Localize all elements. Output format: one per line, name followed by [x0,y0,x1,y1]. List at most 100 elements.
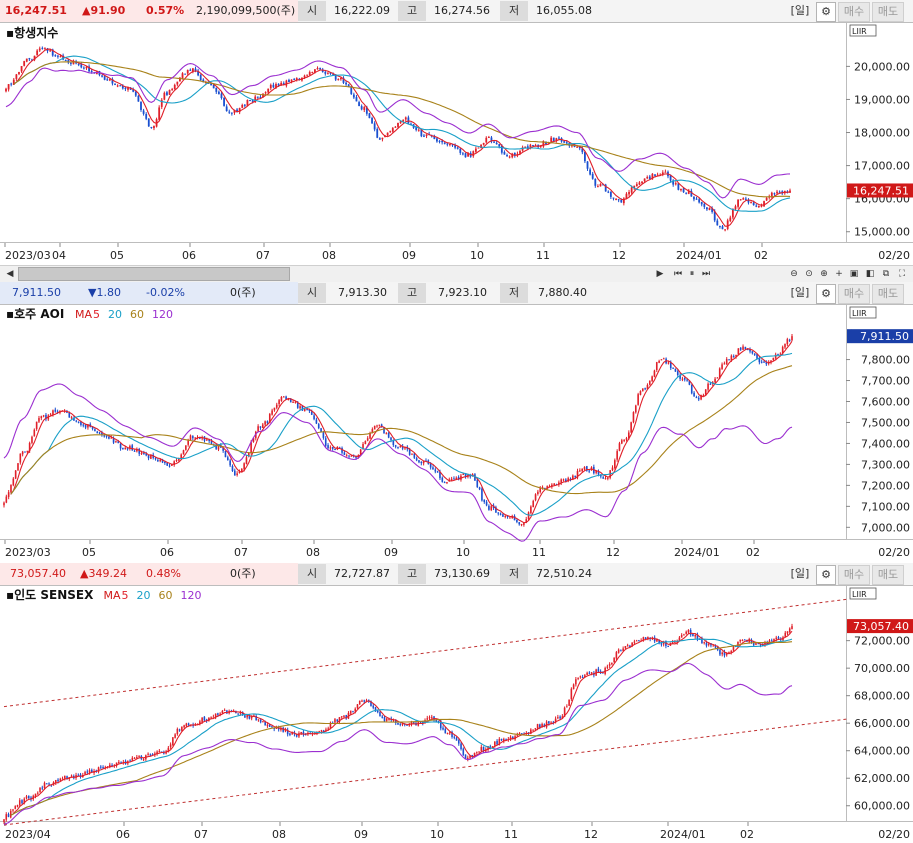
candle [730,649,733,655]
candle-body [62,55,65,60]
candle [363,105,366,113]
candle [399,120,402,124]
candle-body [334,74,337,80]
maximize-icon[interactable]: ⛶ [898,269,906,279]
candle-body [491,746,494,748]
pause-icon[interactable]: ⏸ [689,269,695,279]
candle-body [464,473,467,477]
scroll-thumb[interactable] [18,267,290,281]
candle [269,83,272,91]
candle-body [17,463,19,471]
candle [614,458,616,470]
candle [641,181,643,184]
candle-body [176,728,179,735]
first-icon[interactable]: ⏮ [673,269,683,279]
candle-body [693,392,695,397]
candle-body [202,79,205,83]
candle-body [329,722,332,729]
candle [502,513,504,517]
candle [572,683,575,690]
candle [649,637,651,642]
candle [588,671,591,675]
candle [173,83,176,90]
candle-body [674,642,676,644]
sell-button[interactable]: 매도 [872,2,904,22]
candle-body [653,370,656,377]
candle-body [391,128,394,132]
window-icon[interactable]: ⧉ [882,269,890,279]
candle [562,478,565,482]
candle-body [702,395,705,397]
zoom-in-icon[interactable]: ⊕ [820,269,828,279]
scroll-left-icon[interactable]: ◀ [6,269,14,279]
settings-icon[interactable]: ⚙ [816,2,836,22]
candle [212,714,215,718]
candle-body [381,137,384,140]
candle-body [250,442,252,453]
candle [770,638,773,642]
candle [481,486,483,502]
candle-body [84,771,86,775]
period-daily-button[interactable]: [일] [790,4,810,17]
candle-body [259,96,262,98]
candle-body [69,62,72,64]
candle-body [648,380,651,385]
price-chart[interactable]: ▪호주 AOI MA 5 20 60 120 LIIR7,800.007,700.007,6… [0,304,913,562]
buy-button[interactable]: 매수 [838,565,870,585]
candle-body [643,178,646,182]
candle-body [20,66,23,72]
candle-body [315,419,318,424]
candle-body [607,191,610,193]
chart-title: ▪인도 SENSEX [6,587,94,602]
candle-body [7,814,10,817]
sell-button[interactable]: 매도 [872,565,904,585]
last-icon[interactable]: ⏭ [701,269,711,279]
period-daily-button[interactable]: [일] [790,567,810,580]
candle-body [157,459,159,462]
zoom-out-icon[interactable]: ⊖ [790,269,798,279]
candle-body [488,505,490,510]
candle-body [115,762,118,766]
candle-body [268,414,271,424]
buy-button[interactable]: 매수 [838,2,870,22]
price-chart[interactable]: ▪항생지수 LIIR20,000.0019,000.0018,000.0017,0… [0,22,913,265]
settings-icon[interactable]: ⚙ [816,284,836,304]
settings-icon[interactable]: ⚙ [816,565,836,585]
candle-body [746,349,749,351]
candle-body [669,362,672,369]
candle-body [334,719,336,723]
candle [160,98,163,110]
period-daily-button[interactable]: [일] [790,286,810,299]
candle-body [299,406,301,409]
candle-body [367,699,370,701]
current-price: 16,247.51 [5,4,67,17]
chart-scrollbar[interactable]: ◀ ▶ ⏮ ⏸ ⏭ ⊖ ⊙ ⊕ + ▣ ◧ ⧉ ⛶ [0,265,913,283]
buy-button[interactable]: 매수 [838,284,870,304]
candle [690,383,693,395]
chart-type-icon[interactable]: ▣ [849,269,859,279]
candle-body [786,339,789,345]
ma-legend-label: MA [75,308,92,321]
candle-body [725,653,728,656]
candle-body [171,89,174,91]
candle-body [504,515,507,517]
candle-body [676,371,679,375]
high-label: 고 [398,564,426,584]
candle-body [39,787,41,793]
layout-icon[interactable]: ◧ [865,269,875,279]
zoom-reset-icon[interactable]: ⊙ [805,269,813,279]
crosshair-icon[interactable]: + [835,269,843,279]
candle [485,500,488,507]
candle [611,662,613,666]
candle-body [755,643,757,645]
y-tick-label: 7,400.00 [861,437,910,450]
candle [199,74,202,81]
candle-body [24,451,26,453]
scroll-right-icon[interactable]: ▶ [656,269,664,279]
candle-body [298,733,300,737]
candle [765,196,768,201]
price-chart[interactable]: ▪인도 SENSEX MA 5 20 60 120 LIIR72,000.0070,000.… [0,585,913,843]
sell-button[interactable]: 매도 [872,284,904,304]
candle-body [10,484,12,493]
candle [778,190,781,193]
